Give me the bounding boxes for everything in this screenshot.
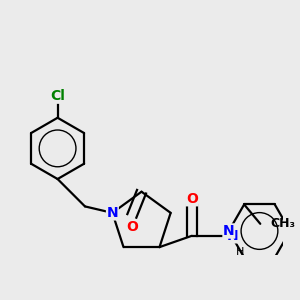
Text: Cl: Cl — [50, 89, 65, 103]
Text: N: N — [106, 206, 118, 220]
Text: N: N — [227, 229, 239, 243]
Text: N: N — [223, 224, 235, 238]
Text: O: O — [126, 220, 138, 234]
Text: O: O — [186, 192, 198, 206]
Text: H: H — [236, 247, 244, 257]
Text: CH₃: CH₃ — [270, 217, 295, 230]
